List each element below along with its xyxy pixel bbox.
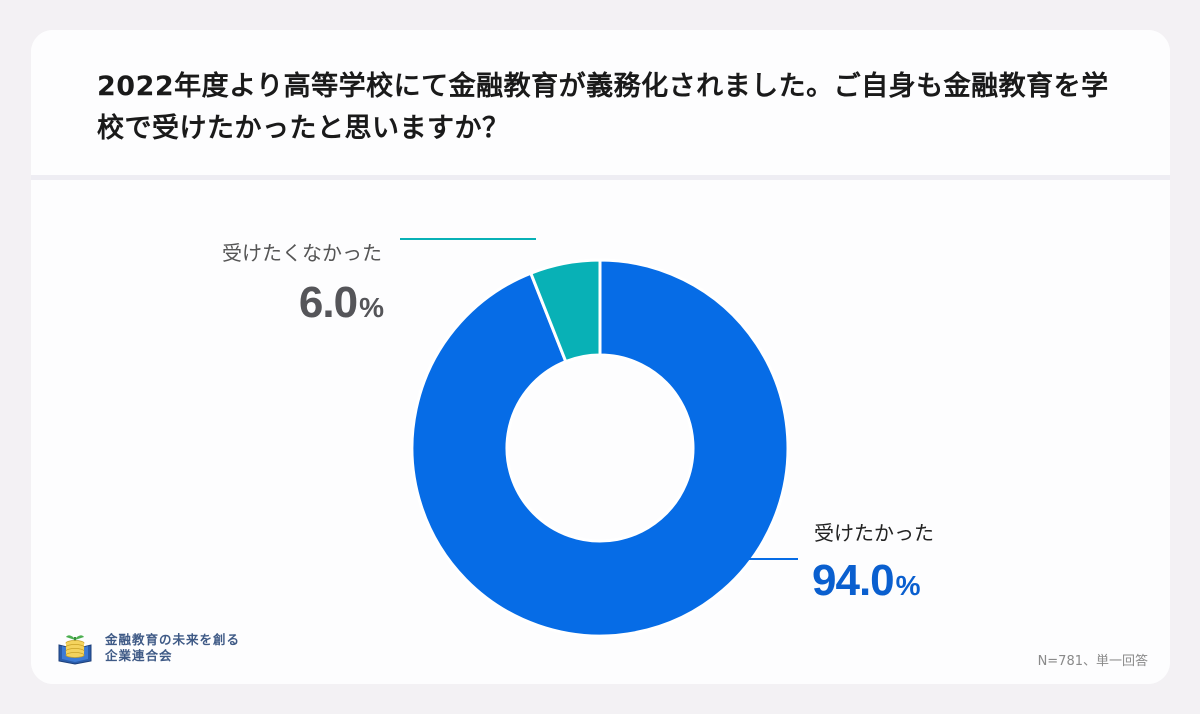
label-wanted: 受けたかった [814, 521, 934, 545]
chart-header: 2022年度より高等学校にて金融教育が義務化されました。ご自身も金融教育を学校で… [31, 30, 1170, 175]
value-wanted: 94.0% [812, 556, 921, 606]
organization-name-line2: 企業連合会 [105, 648, 173, 663]
donut-slice-wanted [410, 258, 790, 638]
label-did-not-want: 受けたくなかった [222, 241, 382, 265]
chart-area: 受けたくなかった 6.0% 受けたかった 94.0% [31, 180, 1170, 684]
header-divider [31, 175, 1170, 180]
coin-book-sprout-icon [58, 635, 92, 665]
value-did-not-want-sign: % [359, 292, 384, 323]
organization-name-line1: 金融教育の未来を創る [105, 632, 241, 647]
organization-logo: 金融教育の未来を創る 企業連合会 [57, 631, 240, 665]
organization-name: 金融教育の未来を創る 企業連合会 [105, 632, 240, 664]
donut-chart [400, 238, 798, 638]
sample-size-note: N=781、単一回答 [1037, 654, 1148, 669]
value-wanted-sign: % [895, 570, 921, 601]
donut-slice-did-not-want [528, 258, 602, 364]
value-did-not-want-number: 6.0 [298, 278, 358, 327]
value-did-not-want: 6.0% [299, 278, 384, 328]
chart-card: 2022年度より高等学校にて金融教育が義務化されました。ご自身も金融教育を学校で… [31, 30, 1170, 684]
value-wanted-number: 94.0 [812, 556, 895, 605]
chart-title: 2022年度より高等学校にて金融教育が義務化されました。ご自身も金融教育を学校で… [97, 71, 1109, 144]
